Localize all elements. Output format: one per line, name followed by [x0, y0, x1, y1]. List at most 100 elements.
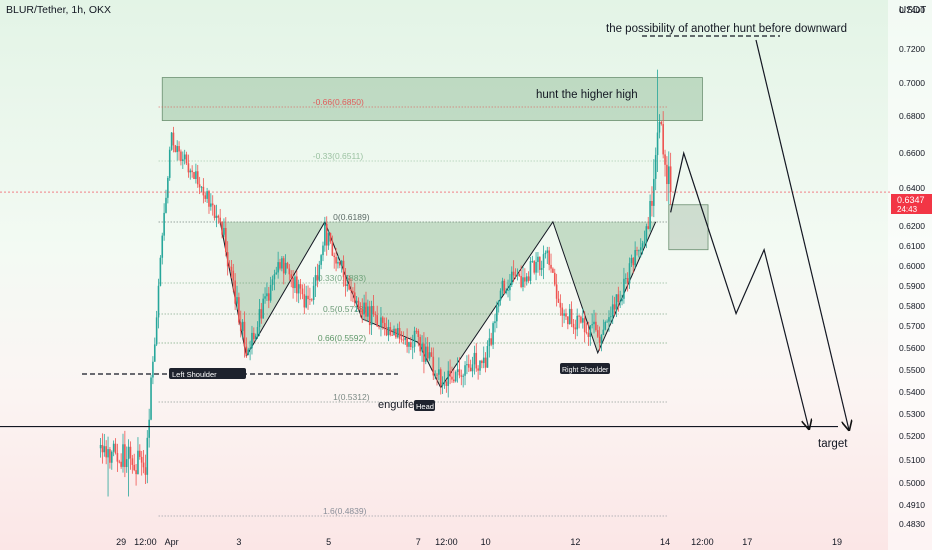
bull-candle-body — [522, 277, 524, 288]
bear-candle-body — [419, 337, 421, 352]
bull-candle-body — [486, 346, 489, 368]
bull-candle-body — [189, 170, 192, 173]
bull-candle-body — [641, 243, 644, 248]
bear-candle-body — [352, 290, 354, 293]
bear-candle-body — [453, 379, 455, 382]
bear-candle-body — [118, 461, 121, 463]
head-label: Head — [416, 402, 434, 411]
bear-candle-body — [342, 260, 345, 278]
bull-candle-body — [611, 304, 614, 317]
y-tick-label: 0.5200 — [899, 431, 925, 441]
bear-candle-body — [344, 277, 347, 287]
y-tick-label: 0.5500 — [899, 365, 925, 375]
bear-candle-body — [365, 302, 367, 317]
bull-candle-body — [163, 212, 165, 236]
bear-candle-body — [548, 250, 550, 265]
bull-candle-body — [434, 374, 436, 376]
bear-candle-body — [376, 315, 378, 327]
bull-candle-body — [271, 279, 274, 285]
x-tick-label: 19 — [832, 537, 842, 547]
bull-candle-body — [236, 297, 238, 304]
bear-candle-body — [286, 262, 289, 269]
bull-candle-body — [604, 321, 607, 330]
bear-candle-body — [552, 268, 554, 273]
bear-candle-body — [350, 289, 352, 291]
bull-candle-body — [324, 223, 326, 246]
bear-candle-body — [557, 298, 560, 303]
bear-candle-body — [469, 367, 472, 372]
bear-candle-body — [135, 470, 137, 475]
bear-candle-body — [445, 381, 448, 386]
bear-candle-body — [662, 124, 664, 155]
bull-candle-body — [510, 271, 513, 286]
bull-candle-body — [464, 365, 466, 376]
bull-candle-body — [471, 364, 474, 372]
y-tick-label: 0.5100 — [899, 455, 925, 465]
bear-candle-body — [574, 327, 577, 330]
bear-candle-body — [451, 376, 453, 380]
x-tick-label: 12:00 — [691, 537, 714, 547]
bull-candle-body — [542, 254, 545, 268]
bull-candle-body — [215, 215, 218, 218]
bull-candle-body — [165, 197, 167, 213]
bear-candle-body — [310, 299, 313, 301]
bull-candle-body — [159, 257, 162, 286]
bull-candle-body — [297, 284, 300, 294]
bear-candle-body — [439, 369, 442, 386]
bull-candle-body — [277, 262, 279, 273]
x-tick-label: 29 — [116, 537, 126, 547]
bear-candle-body — [477, 368, 479, 371]
bear-candle-body — [389, 327, 392, 335]
bull-candle-body — [546, 250, 549, 253]
bear-candle-body — [357, 300, 360, 309]
bear-candle-body — [253, 332, 255, 340]
bull-candle-body — [610, 316, 612, 318]
bear-candle-body — [238, 297, 240, 323]
bear-candle-body — [292, 277, 294, 289]
bull-candle-body — [473, 352, 476, 365]
bull-candle-body — [623, 278, 625, 299]
bear-candle-body — [561, 307, 564, 316]
bear-candle-body — [578, 315, 580, 317]
bull-candle-body — [624, 278, 627, 279]
bear-candle-body — [296, 276, 298, 294]
bear-candle-body — [383, 322, 386, 328]
bull-candle-body — [639, 247, 642, 251]
bear-candle-body — [225, 227, 227, 253]
bull-candle-body — [210, 203, 212, 207]
bull-candle-body — [148, 419, 150, 438]
x-tick-label: 12:00 — [435, 537, 458, 547]
y-tick-label: 0.6200 — [899, 221, 925, 231]
bull-candle-body — [602, 329, 605, 335]
bull-candle-body — [544, 252, 547, 255]
bear-candle-body — [267, 293, 270, 301]
bull-candle-body — [619, 301, 621, 303]
bear-candle-body — [180, 151, 182, 161]
bull-candle-body — [606, 321, 608, 323]
bull-candle-body — [337, 262, 339, 264]
bear-candle-body — [570, 308, 573, 324]
bull-candle-body — [264, 296, 266, 299]
y-tick-label: 0.5000 — [899, 478, 925, 488]
bull-candle-body — [482, 357, 485, 364]
bear-candle-body — [316, 275, 319, 281]
bull-candle-body — [152, 361, 154, 378]
projection-path-2 — [755, 39, 849, 430]
bear-candle-body — [400, 338, 403, 340]
bear-candle-body — [339, 262, 341, 266]
x-tick-label: 12 — [570, 537, 580, 547]
bull-candle-body — [628, 263, 631, 284]
bear-candle-body — [613, 304, 616, 310]
bull-candle-body — [256, 327, 259, 336]
bull-candle-body — [496, 306, 498, 322]
bear-candle-body — [144, 467, 147, 475]
bear-candle-body — [503, 280, 506, 294]
bear-candle-body — [116, 453, 119, 462]
bear-candle-body — [430, 352, 433, 357]
bear-candle-body — [632, 257, 635, 266]
bear-candle-body — [228, 266, 231, 268]
bear-candle-body — [109, 449, 111, 463]
bear-candle-body — [348, 284, 350, 290]
bear-candle-body — [567, 316, 569, 325]
